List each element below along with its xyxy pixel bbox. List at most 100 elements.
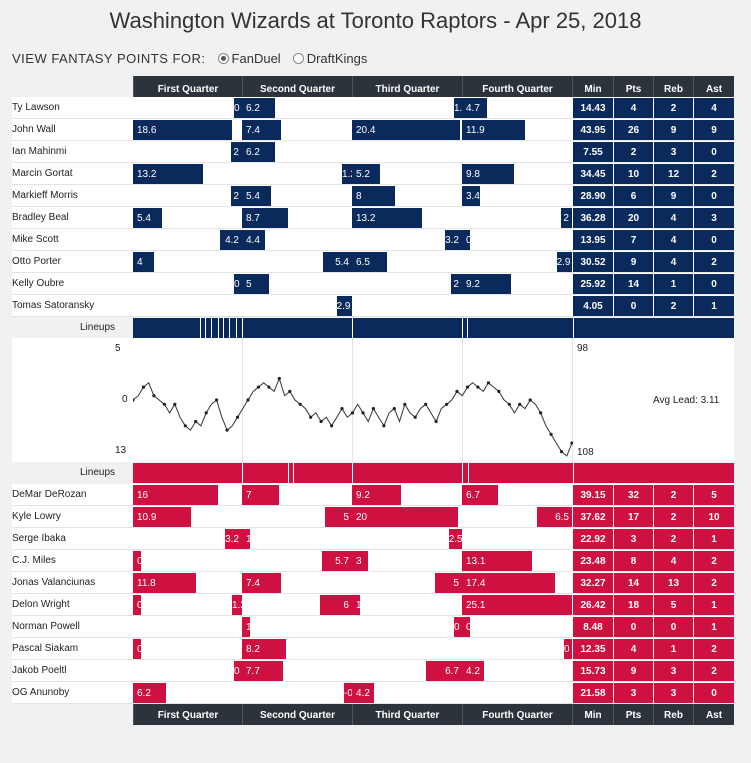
lead-point[interactable] (570, 441, 573, 445)
lead-point[interactable] (403, 402, 407, 406)
lead-point[interactable] (340, 407, 344, 411)
away-stat-pts: 4 (614, 98, 653, 118)
away-player-name[interactable]: Otto Porter (12, 256, 61, 267)
lead-point[interactable] (225, 428, 229, 432)
away-stat-reb: 2 (654, 98, 693, 118)
draftkings-option-label[interactable]: DraftKings (306, 51, 368, 66)
lead-point[interactable] (413, 415, 417, 419)
away-fantasy-bar: 0 (234, 274, 242, 294)
lead-chart-ymax: 5 (115, 343, 121, 354)
home-player-name[interactable]: Serge Ibaka (12, 533, 66, 544)
away-row-divider (12, 184, 734, 185)
lead-point[interactable] (528, 398, 532, 402)
lead-point[interactable] (424, 402, 428, 406)
away-player-name[interactable]: Bradley Beal (12, 212, 69, 223)
fanduel-option-label[interactable]: FanDuel (231, 51, 281, 66)
lead-point[interactable] (152, 394, 156, 398)
home-stat-min: 22.92 (573, 529, 613, 549)
away-fantasy-bar-extra: 2 (451, 274, 462, 294)
lead-point[interactable] (497, 389, 501, 393)
away-stat-min: 30.52 (573, 252, 613, 272)
lead-point[interactable] (204, 411, 208, 415)
lead-point[interactable] (330, 424, 334, 428)
lead-point[interactable] (518, 402, 522, 406)
lead-point[interactable] (371, 407, 375, 411)
home-fantasy-bar: 16 (133, 485, 219, 505)
away-fantasy-bar: 3.4 (462, 186, 481, 206)
away-player-name[interactable]: Markieff Morris (12, 190, 78, 201)
lead-chart-avg-lead: Avg Lead: 3.11 (653, 395, 720, 406)
lead-point[interactable] (246, 398, 250, 402)
lead-point[interactable] (549, 432, 553, 436)
away-player-name[interactable]: Mike Scott (12, 234, 59, 245)
lead-point[interactable] (445, 402, 449, 406)
lead-point[interactable] (559, 450, 564, 454)
lead-point[interactable] (162, 402, 166, 406)
lead-point[interactable] (319, 419, 323, 424)
home-row-divider (12, 637, 734, 638)
away-player-name[interactable]: Tomas Satoransky (12, 300, 95, 311)
home-fantasy-bar: 6.7 (462, 485, 498, 505)
lead-point[interactable] (173, 402, 177, 406)
lead-point[interactable] (277, 376, 281, 381)
lead-point[interactable] (486, 381, 490, 385)
lead-point[interactable] (141, 385, 146, 389)
away-fantasy-bar: 5.4 (242, 186, 271, 206)
home-player-name[interactable]: C.J. Miles (12, 555, 56, 566)
lead-point[interactable] (392, 407, 396, 411)
home-player-name[interactable]: OG Anunoby (12, 687, 70, 698)
lead-point[interactable] (267, 385, 271, 389)
home-stat-pts: 8 (614, 551, 653, 571)
home-player-name[interactable]: Norman Powell (12, 621, 80, 632)
away-stat-pts: 26 (614, 120, 653, 140)
home-stat-min: 21.58 (573, 683, 613, 703)
lead-point[interactable] (434, 419, 438, 424)
home-stat-min: 15.73 (573, 661, 613, 681)
lead-point[interactable] (539, 411, 543, 415)
away-player-name[interactable]: Ty Lawson (12, 102, 60, 113)
lead-point[interactable] (298, 402, 302, 406)
away-stat-ast: 2 (694, 252, 734, 272)
home-stat-ast: 1 (694, 529, 734, 549)
home-stat-pts: 32 (614, 485, 653, 505)
lead-point[interactable] (455, 389, 459, 393)
away-lineup-change-tick (229, 318, 230, 338)
lead-point[interactable] (235, 415, 240, 419)
lead-point[interactable] (476, 385, 480, 389)
home-stat-pts: 14 (614, 573, 653, 593)
away-player-name[interactable]: John Wall (12, 124, 56, 135)
lead-point[interactable] (194, 419, 198, 424)
lead-point[interactable] (133, 398, 135, 402)
away-stat-ast: 0 (694, 230, 734, 250)
home-player-name[interactable]: DeMar DeRozan (12, 489, 87, 500)
lead-point[interactable] (465, 385, 470, 389)
lead-point[interactable] (183, 424, 187, 428)
fantasy-toggle: VIEW FANTASY POINTS FOR: FanDuel DraftKi… (12, 51, 367, 66)
lead-point[interactable] (256, 385, 260, 389)
away-stat-pts: 0 (614, 296, 653, 316)
lead-point[interactable] (288, 389, 292, 393)
home-player-name[interactable]: Delon Wright (12, 599, 70, 610)
home-player-name[interactable]: Pascal Siakam (12, 643, 79, 654)
lead-point[interactable] (350, 411, 355, 415)
home-stat-ast: 10 (694, 507, 734, 527)
away-stat-ast: 1 (694, 296, 734, 316)
draftkings-radio[interactable] (292, 53, 304, 64)
lead-point[interactable] (215, 398, 219, 402)
lead-point[interactable] (507, 402, 511, 406)
fanduel-radio[interactable] (217, 53, 229, 64)
away-player-name[interactable]: Ian Mahinmi (12, 146, 67, 157)
home-player-name[interactable]: Kyle Lowry (12, 511, 61, 522)
lead-chart-svg (133, 376, 573, 457)
away-player-name[interactable]: Marcin Gortat (12, 168, 73, 179)
home-player-name[interactable]: Jakob Poeltl (12, 665, 67, 676)
home-header-pts: Pts (613, 704, 653, 725)
away-fantasy-bar: 9.2 (462, 274, 511, 294)
away-player-name[interactable]: Kelly Oubre (12, 278, 65, 289)
away-stat-ast: 0 (694, 142, 734, 162)
home-player-name[interactable]: Jonas Valanciunas (12, 577, 96, 588)
lead-point[interactable] (309, 415, 313, 419)
lead-point[interactable] (382, 424, 386, 428)
home-stat-min: 8.48 (573, 617, 613, 637)
lead-point[interactable] (361, 411, 365, 415)
